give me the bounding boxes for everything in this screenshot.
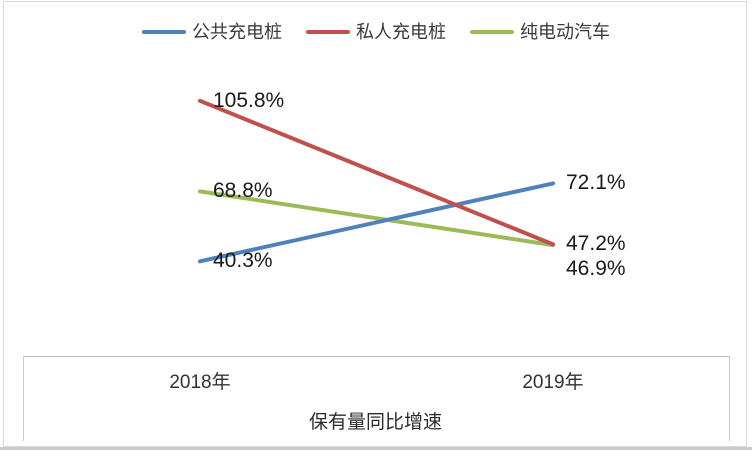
x-axis-tick-label: 2019年 <box>522 372 584 393</box>
legend-line-swatch-icon <box>142 30 186 34</box>
legend-label: 公共充电桩 <box>192 22 282 42</box>
legend-line-swatch-icon <box>306 30 350 34</box>
data-label: 46.9% <box>566 257 626 281</box>
data-label: 47.2% <box>566 232 626 256</box>
x-axis-tick-label: 2018年 <box>169 372 231 393</box>
bottom-shadow-line <box>0 447 752 450</box>
data-label: 105.8% <box>213 88 285 112</box>
series-line-1 <box>198 181 555 264</box>
series-line-3 <box>198 189 555 248</box>
legend-item: 私人充电桩 <box>306 22 446 42</box>
legend: 公共充电桩 私人充电桩 纯电动汽车 <box>0 22 752 42</box>
legend-label: 纯电动汽车 <box>520 22 610 42</box>
data-label: 68.8% <box>213 179 273 203</box>
x-axis-title: 保有量同比增速 <box>308 412 442 433</box>
legend-item: 公共充电桩 <box>142 22 282 42</box>
x-axis-box <box>23 356 730 441</box>
legend-label: 私人充电桩 <box>356 22 446 42</box>
legend-item: 纯电动汽车 <box>470 22 610 42</box>
data-label: 40.3% <box>213 249 273 273</box>
series-line-2 <box>198 98 555 247</box>
legend-line-swatch-icon <box>470 30 514 34</box>
data-label: 72.1% <box>566 171 626 195</box>
